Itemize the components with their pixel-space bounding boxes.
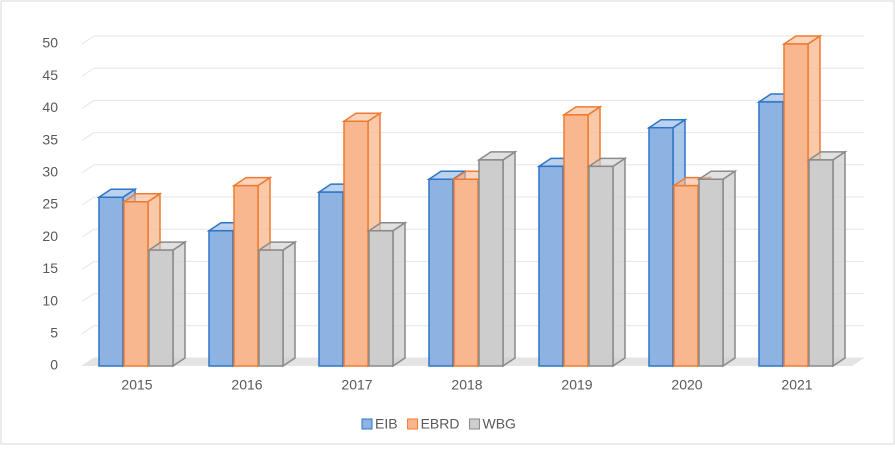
bar (783, 43, 809, 367)
y-tick-label: 40 (42, 99, 58, 115)
legend-swatch (468, 418, 480, 430)
bar (123, 201, 149, 367)
legend-swatch (407, 418, 419, 430)
bar (258, 249, 284, 367)
legend-label: WBG (482, 416, 515, 432)
bar (588, 165, 614, 367)
bar-side (282, 240, 296, 368)
bar (148, 249, 174, 367)
x-tick-label: 2018 (451, 377, 482, 393)
grid-line (81, 132, 864, 142)
bar (478, 159, 504, 367)
bar-side (502, 150, 516, 368)
x-tick-label: 2019 (561, 377, 592, 393)
x-tick-label: 2020 (671, 377, 702, 393)
legend-label: EIB (375, 416, 398, 432)
bar (563, 114, 589, 367)
x-tick-label: 2015 (121, 377, 152, 393)
bar-side (392, 221, 406, 368)
grid-line (81, 35, 864, 45)
x-tick-label: 2021 (781, 377, 812, 393)
y-tick-label: 15 (42, 260, 58, 276)
y-tick-label: 5 (50, 325, 58, 341)
y-tick-label: 50 (42, 35, 58, 51)
bar (538, 165, 564, 367)
y-tick-label: 20 (42, 228, 58, 244)
y-tick-label: 30 (42, 164, 58, 180)
bar-side (612, 156, 626, 368)
y-tick-label: 0 (50, 357, 58, 373)
bar (698, 178, 724, 367)
bar-side (832, 150, 846, 368)
y-tick-label: 35 (42, 131, 58, 147)
bar (368, 230, 394, 367)
bar (428, 178, 454, 367)
bar (648, 126, 674, 367)
bar (233, 184, 259, 367)
grid-line (81, 67, 864, 77)
bar (208, 230, 234, 367)
bar-side (172, 240, 186, 368)
x-tick-label: 2016 (231, 377, 262, 393)
grid-line (81, 99, 864, 109)
bar (343, 120, 369, 367)
y-tick-label: 45 (42, 67, 58, 83)
bar (453, 178, 479, 367)
y-tick-label: 25 (42, 196, 58, 212)
legend-swatch (361, 418, 373, 430)
legend-label: EBRD (421, 416, 460, 432)
x-tick-label: 2017 (341, 377, 372, 393)
bar (98, 196, 124, 367)
y-tick-label: 10 (42, 292, 58, 308)
bar (673, 184, 699, 367)
bar-side (722, 169, 736, 368)
bar (318, 191, 344, 367)
bar (758, 101, 784, 367)
bar (808, 159, 834, 367)
